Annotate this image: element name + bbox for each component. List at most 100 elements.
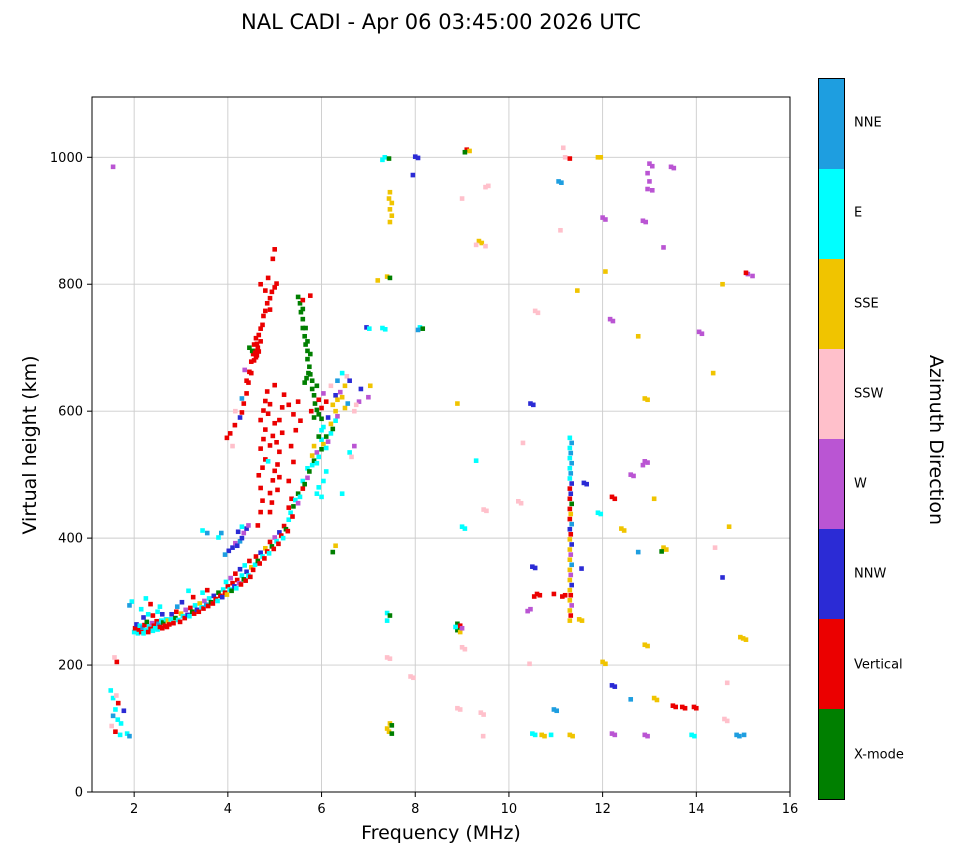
echo-point bbox=[267, 307, 273, 312]
axes-box bbox=[91, 96, 791, 793]
echo-point bbox=[568, 552, 574, 557]
echo-point bbox=[190, 594, 196, 600]
x-tick-label: 2 bbox=[130, 802, 138, 817]
echo-point bbox=[569, 582, 574, 588]
echo-point bbox=[269, 289, 275, 295]
echo-point bbox=[227, 431, 233, 436]
echo-point bbox=[174, 604, 180, 609]
echo-point bbox=[659, 549, 664, 554]
echo-point bbox=[530, 402, 536, 408]
echo-point bbox=[260, 322, 265, 328]
echo-point bbox=[333, 418, 338, 423]
echo-point bbox=[277, 417, 282, 423]
echo-point bbox=[455, 401, 460, 406]
x-tick-label: 10 bbox=[501, 802, 518, 817]
echo-point bbox=[415, 327, 421, 333]
echo-point bbox=[567, 608, 573, 613]
echo-point bbox=[619, 526, 624, 531]
y-tick-label: 0 bbox=[75, 786, 83, 801]
echo-point bbox=[337, 389, 343, 395]
echo-point bbox=[148, 626, 153, 632]
echo-point bbox=[567, 506, 573, 512]
echo-point bbox=[631, 473, 636, 479]
echo-point bbox=[143, 627, 149, 633]
echo-point bbox=[670, 703, 676, 708]
echo-point bbox=[235, 529, 241, 535]
echo-point bbox=[567, 577, 573, 583]
echo-point bbox=[569, 521, 574, 527]
echo-point bbox=[258, 417, 263, 423]
echo-point bbox=[206, 596, 212, 601]
echo-point bbox=[260, 498, 265, 503]
echo-point bbox=[275, 487, 280, 493]
echo-point bbox=[569, 501, 574, 507]
echo-point bbox=[142, 622, 147, 628]
echo-point bbox=[272, 468, 277, 474]
echo-point bbox=[527, 661, 532, 667]
echo-point bbox=[542, 733, 547, 739]
echo-point bbox=[303, 342, 308, 347]
echo-point bbox=[249, 348, 255, 354]
echo-point bbox=[252, 350, 258, 356]
echo-point bbox=[579, 618, 585, 623]
echo-point bbox=[223, 579, 229, 585]
echo-point bbox=[244, 569, 249, 575]
echo-point bbox=[642, 459, 648, 464]
echo-point bbox=[234, 577, 240, 583]
echo-point bbox=[726, 524, 732, 529]
echo-point bbox=[110, 164, 116, 170]
echo-point bbox=[201, 606, 206, 611]
echo-point bbox=[248, 565, 254, 570]
echo-point bbox=[325, 415, 331, 420]
echo-point bbox=[280, 535, 286, 541]
echo-point bbox=[568, 592, 574, 598]
echo-point bbox=[737, 733, 742, 739]
echo-point bbox=[109, 723, 114, 729]
echo-point bbox=[387, 189, 393, 195]
echo-point bbox=[691, 704, 697, 710]
echo-point bbox=[146, 624, 152, 629]
echo-point bbox=[551, 707, 557, 712]
echo-point bbox=[233, 571, 238, 576]
echo-point bbox=[261, 408, 266, 413]
echo-point bbox=[254, 341, 260, 347]
echo-point bbox=[129, 599, 135, 604]
echo-point bbox=[127, 733, 132, 739]
echo-point bbox=[316, 485, 322, 490]
echo-point bbox=[569, 603, 574, 608]
echo-point bbox=[309, 378, 315, 384]
echo-point bbox=[358, 386, 364, 392]
echo-point bbox=[112, 655, 117, 660]
echo-point bbox=[192, 603, 198, 608]
echo-point bbox=[671, 165, 677, 171]
colorbar-segment-sse bbox=[819, 259, 844, 349]
echo-point bbox=[286, 517, 292, 523]
echo-point bbox=[247, 558, 252, 564]
echo-point bbox=[382, 327, 388, 332]
echo-point bbox=[595, 510, 601, 516]
y-axis-label: Virtual height (km) bbox=[19, 355, 41, 535]
echo-point bbox=[333, 543, 338, 549]
echo-point bbox=[285, 528, 291, 534]
echo-point bbox=[380, 157, 385, 163]
echo-point bbox=[253, 554, 259, 559]
echo-point bbox=[293, 497, 298, 503]
echo-point bbox=[263, 457, 268, 462]
echo-point bbox=[339, 370, 345, 376]
echo-point bbox=[330, 426, 336, 432]
echo-point bbox=[342, 383, 348, 389]
echo-point bbox=[609, 494, 615, 500]
echo-point bbox=[689, 732, 694, 738]
echo-point bbox=[567, 732, 573, 738]
echo-point bbox=[256, 472, 262, 478]
echo-point bbox=[352, 408, 357, 414]
echo-point bbox=[171, 620, 176, 626]
echo-point bbox=[239, 524, 245, 529]
echo-point bbox=[247, 369, 252, 375]
echo-point bbox=[645, 170, 650, 176]
echo-point bbox=[159, 625, 165, 631]
echo-point bbox=[297, 494, 303, 500]
echo-point bbox=[277, 530, 282, 535]
echo-point bbox=[528, 401, 533, 406]
echo-point bbox=[204, 530, 210, 536]
